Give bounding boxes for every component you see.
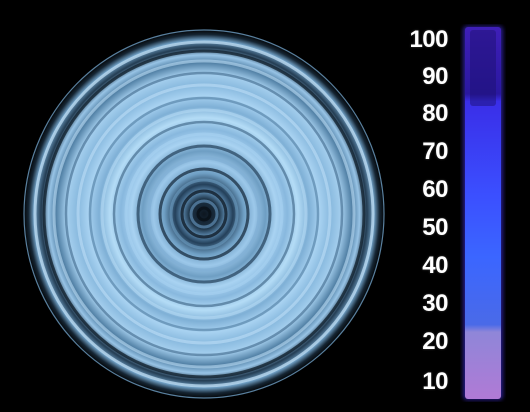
scale-bar-fill [465, 27, 501, 399]
scale-label-100: 100 [409, 26, 448, 53]
color-scale-bar [463, 26, 503, 400]
scale-label-10: 10 [422, 368, 448, 395]
concentric-rings-image [23, 29, 385, 399]
ring-lines [23, 29, 385, 399]
scale-label-50: 50 [422, 214, 448, 241]
rings-disc [23, 29, 385, 399]
scale-label-60: 60 [422, 176, 448, 203]
scale-bar-top-shade [470, 30, 496, 106]
scale-label-20: 20 [422, 328, 448, 355]
scale-label-40: 40 [422, 252, 448, 279]
scale-labels: 100 90 80 70 60 50 40 30 20 10 [392, 0, 448, 412]
scale-label-90: 90 [422, 63, 448, 90]
scale-label-30: 30 [422, 290, 448, 317]
scale-label-70: 70 [422, 138, 448, 165]
scale-label-80: 80 [422, 100, 448, 127]
